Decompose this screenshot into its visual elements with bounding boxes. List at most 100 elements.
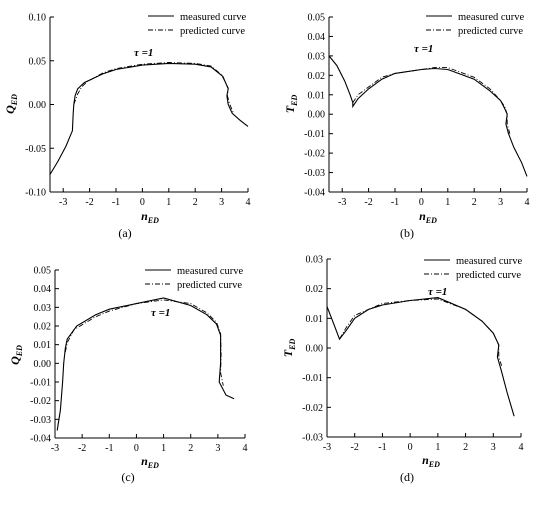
y-tick-label: 0.02 bbox=[308, 71, 326, 82]
panel-label: (d) bbox=[400, 470, 414, 484]
chart-panel: -3 -2 -1 0 1 2 3 4 -0.10 -0.05 0.00 0.05 0.10 measure… bbox=[3, 12, 251, 240]
y-tick-label: -0.04 bbox=[30, 434, 51, 445]
x-tick-label: -2 bbox=[78, 443, 86, 454]
legend-label: measured curve bbox=[458, 12, 525, 23]
y-tick-label: -0.03 bbox=[30, 415, 51, 426]
x-tick-label: 2 bbox=[463, 442, 468, 453]
x-tick-label: 4 bbox=[519, 442, 524, 453]
x-tick-label: 1 bbox=[435, 442, 440, 453]
x-tick-label: 4 bbox=[243, 443, 248, 454]
y-axis-label: TED bbox=[281, 339, 297, 358]
x-axis-label-main: n bbox=[419, 209, 426, 223]
x-tick-label: 0 bbox=[408, 442, 413, 453]
x-axis-label-main: n bbox=[422, 453, 429, 467]
y-axis-label-main: Q bbox=[8, 356, 22, 365]
x-tick-label: 2 bbox=[193, 197, 198, 208]
series-line bbox=[73, 62, 234, 114]
series-line bbox=[326, 297, 515, 417]
panel-label: (a) bbox=[118, 226, 131, 240]
y-tick-label: 0.01 bbox=[308, 90, 326, 101]
x-tick-label: 0 bbox=[134, 443, 139, 454]
legend-label: predicted curve bbox=[458, 26, 523, 37]
legend-label: measured curve bbox=[456, 256, 523, 267]
y-tick-label: 0.05 bbox=[29, 56, 47, 67]
y-axis-label-main: T bbox=[283, 105, 297, 113]
y-tick-label: -0.10 bbox=[25, 188, 46, 199]
x-tick-label: -2 bbox=[85, 197, 93, 208]
series-line bbox=[49, 62, 249, 175]
y-tick-label: 0.03 bbox=[306, 255, 324, 266]
series-line bbox=[339, 298, 503, 366]
series-line bbox=[56, 297, 235, 431]
y-axis-label: TED bbox=[283, 95, 299, 114]
x-tick-label: 4 bbox=[525, 197, 530, 208]
tau-annotation: τ =1 bbox=[151, 307, 170, 319]
x-axis-label-main: n bbox=[141, 454, 148, 468]
x-axis-label-sub: ED bbox=[147, 216, 159, 225]
series-line bbox=[328, 55, 528, 177]
x-axis-label-sub: ED bbox=[425, 216, 437, 225]
y-tick-label: 0.00 bbox=[306, 344, 324, 355]
y-tick-label: 0.05 bbox=[308, 13, 326, 24]
x-axis-label: nED bbox=[141, 454, 159, 470]
legend-label: predicted curve bbox=[177, 280, 242, 291]
x-tick-label: -2 bbox=[351, 442, 359, 453]
series-line bbox=[64, 299, 224, 386]
x-tick-label: 1 bbox=[161, 443, 166, 454]
x-tick-label: 0 bbox=[419, 197, 424, 208]
y-tick-label: 0.04 bbox=[34, 284, 52, 295]
y-tick-label: 0.02 bbox=[34, 322, 52, 333]
x-axis-label: nED bbox=[422, 453, 440, 469]
y-tick-label: 0.01 bbox=[306, 314, 324, 325]
x-tick-label: -1 bbox=[105, 443, 113, 454]
legend-label: measured curve bbox=[180, 12, 247, 23]
y-tick-label: -0.02 bbox=[304, 149, 325, 160]
x-tick-label: 1 bbox=[445, 197, 450, 208]
x-tick-label: 4 bbox=[246, 197, 251, 208]
tau-annotation: τ =1 bbox=[414, 43, 433, 55]
legend-label: predicted curve bbox=[456, 270, 521, 281]
y-tick-label: -0.03 bbox=[304, 168, 325, 179]
x-tick-label: 2 bbox=[472, 197, 477, 208]
y-tick-label: 0.04 bbox=[308, 32, 326, 43]
x-axis-label-main: n bbox=[141, 209, 148, 223]
y-tick-label: -0.01 bbox=[302, 373, 323, 384]
x-axis-label: nED bbox=[419, 209, 437, 225]
panel-label: (c) bbox=[121, 470, 134, 484]
y-tick-label: 0.10 bbox=[29, 13, 47, 24]
y-tick-label: 0.02 bbox=[306, 284, 324, 295]
x-axis-label-sub: ED bbox=[428, 460, 440, 469]
x-tick-label: -3 bbox=[59, 197, 67, 208]
x-tick-label: -2 bbox=[364, 197, 372, 208]
y-axis-label-main: T bbox=[281, 349, 295, 357]
y-tick-label: -0.01 bbox=[304, 129, 325, 140]
panel-label: (b) bbox=[400, 226, 414, 240]
y-axis-label-sub: ED bbox=[15, 345, 24, 357]
y-axis-label: QED bbox=[8, 345, 24, 365]
y-tick-label: 0.00 bbox=[34, 359, 52, 370]
x-axis-label-sub: ED bbox=[147, 461, 159, 470]
y-tick-label: -0.02 bbox=[302, 403, 323, 414]
x-tick-label: -1 bbox=[378, 442, 386, 453]
x-tick-label: -1 bbox=[112, 197, 120, 208]
x-axis-label: nED bbox=[141, 209, 159, 225]
x-tick-label: -1 bbox=[391, 197, 399, 208]
chart-panel: -3 -2 -1 0 1 2 3 4 -0.04 -0.03 -0.02 -0.01 0.00 0.01 0… bbox=[8, 266, 248, 485]
x-tick-label: -3 bbox=[323, 442, 331, 453]
y-axis-label: QED bbox=[3, 94, 19, 114]
y-tick-label: 0.05 bbox=[34, 266, 52, 277]
x-tick-label: 3 bbox=[491, 442, 496, 453]
y-tick-label: 0.00 bbox=[308, 110, 326, 121]
chart-panel: -3 -2 -1 0 1 2 3 4 -0.03 -0.02 -0.01 0.00 0.01 0.02 0.… bbox=[281, 255, 524, 485]
y-tick-label: -0.03 bbox=[302, 433, 323, 444]
tau-annotation: τ =1 bbox=[428, 286, 447, 298]
y-tick-label: 0.03 bbox=[34, 303, 52, 314]
x-tick-label: 3 bbox=[498, 197, 503, 208]
series-line bbox=[352, 67, 511, 134]
y-axis-label-sub: ED bbox=[290, 95, 299, 107]
tau-annotation: τ =1 bbox=[134, 47, 153, 59]
y-axis-label-sub: ED bbox=[10, 94, 19, 106]
x-tick-label: -3 bbox=[51, 443, 59, 454]
y-tick-label: -0.04 bbox=[304, 188, 325, 199]
